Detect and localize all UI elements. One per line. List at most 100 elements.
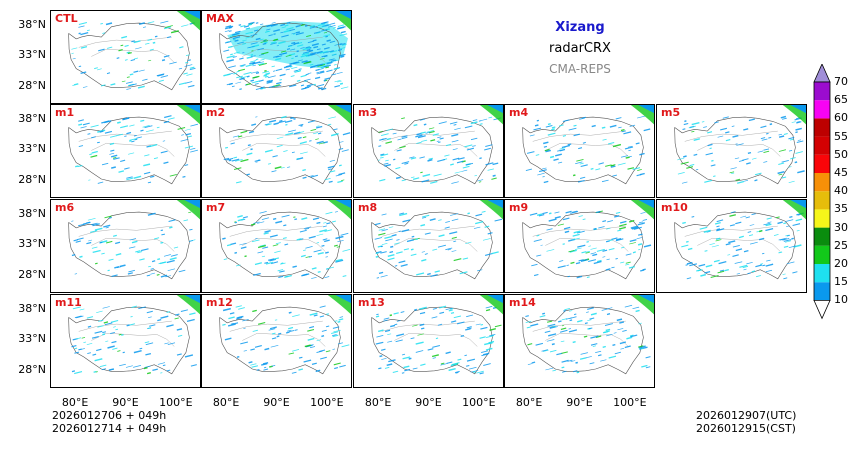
echo-mark <box>450 363 458 367</box>
echo-mark <box>250 363 257 366</box>
echo-mark <box>314 76 321 80</box>
echo-mark <box>185 61 189 64</box>
echo-mark <box>326 61 333 65</box>
echo-mark <box>402 356 411 360</box>
echo-mark <box>263 366 267 369</box>
echo-mark <box>136 136 142 139</box>
echo-mark <box>286 329 292 332</box>
echo-mark <box>763 150 770 154</box>
echo-mark <box>615 237 622 241</box>
echo-mark <box>763 222 771 226</box>
echo-mark <box>380 251 387 254</box>
echo-mark <box>393 312 399 315</box>
echo-mark <box>725 242 731 246</box>
echo-mark <box>326 39 331 42</box>
echo-mark <box>705 152 713 156</box>
echo-mark <box>445 351 451 355</box>
echo-mark <box>105 340 109 342</box>
echo-mark <box>329 159 336 162</box>
echo-mark <box>296 157 304 161</box>
echo-mark <box>237 41 245 45</box>
echo-mark <box>255 238 258 240</box>
echo-mark <box>612 343 616 346</box>
echo-mark <box>237 218 245 222</box>
echo-mark <box>109 152 115 155</box>
echo-mark <box>494 218 503 222</box>
echo-mark <box>150 272 155 275</box>
echo-mark <box>295 32 304 36</box>
echo-mark <box>381 357 387 360</box>
echo-mark <box>449 231 458 235</box>
echo-mark <box>223 49 230 52</box>
echo-mark <box>148 265 152 268</box>
echo-mark <box>326 266 334 270</box>
echo-mark <box>273 55 279 58</box>
echo-mark <box>476 370 484 374</box>
echo-mark <box>147 212 156 216</box>
echo-mark <box>187 59 191 62</box>
echo-mark <box>320 356 327 360</box>
echo-mark <box>783 133 788 135</box>
echo-mark <box>577 179 585 183</box>
echo-mark <box>311 276 317 279</box>
echo-mark <box>740 215 747 218</box>
echo-mark <box>401 372 405 374</box>
echo-mark <box>342 132 351 136</box>
echo-mark <box>78 25 85 28</box>
echo-mark <box>78 348 82 351</box>
echo-mark <box>762 264 766 267</box>
echo-mark <box>564 307 571 311</box>
echo-mark <box>166 259 175 264</box>
echo-mark <box>259 61 264 64</box>
echo-mark <box>432 307 437 310</box>
echo-mark <box>569 316 577 319</box>
echo-mark <box>411 235 415 238</box>
echo-mark <box>389 250 394 254</box>
echo-mark <box>377 159 381 161</box>
echo-mark <box>233 167 242 171</box>
echo-mark <box>101 252 105 255</box>
echo-mark <box>232 38 236 41</box>
echo-mark <box>315 31 321 34</box>
echo-mark <box>788 150 793 152</box>
echo-mark <box>234 30 241 34</box>
echo-mark <box>260 87 264 90</box>
echo-mark <box>464 144 473 148</box>
echo-mark <box>426 130 435 133</box>
echo-mark <box>296 157 300 160</box>
echo-mark <box>248 130 255 134</box>
echo-mark <box>778 237 787 241</box>
echo-mark <box>300 47 305 49</box>
echo-mark <box>384 163 391 167</box>
echo-mark <box>307 120 316 124</box>
echo-mark <box>112 234 117 237</box>
echo-mark <box>793 244 802 248</box>
boundary-line <box>371 116 493 185</box>
echo-mark <box>316 339 322 342</box>
echo-mark <box>239 88 242 90</box>
echo-mark <box>735 178 741 181</box>
echo-mark <box>529 212 538 216</box>
echo-mark <box>765 223 772 227</box>
echo-mark <box>261 217 269 220</box>
echo-mark <box>78 145 84 148</box>
echo-mark <box>470 121 478 125</box>
echo-mark <box>292 265 297 268</box>
echo-mark <box>283 150 288 153</box>
echo-mark <box>101 120 110 124</box>
echo-mark <box>629 334 634 337</box>
echo-mark <box>142 78 148 81</box>
echo-mark <box>257 245 266 249</box>
echo-mark <box>273 257 280 260</box>
echo-mark <box>751 157 757 160</box>
echo-mark <box>276 136 284 140</box>
echo-mark <box>421 251 426 253</box>
echo-mark <box>387 257 395 261</box>
echo-mark <box>160 241 164 244</box>
echo-mark <box>139 258 145 261</box>
x-tick-label: 80°E <box>212 396 240 409</box>
echo-mark <box>410 176 415 179</box>
echo-mark <box>427 348 434 351</box>
echo-mark <box>390 245 394 248</box>
echo-mark <box>797 170 805 174</box>
